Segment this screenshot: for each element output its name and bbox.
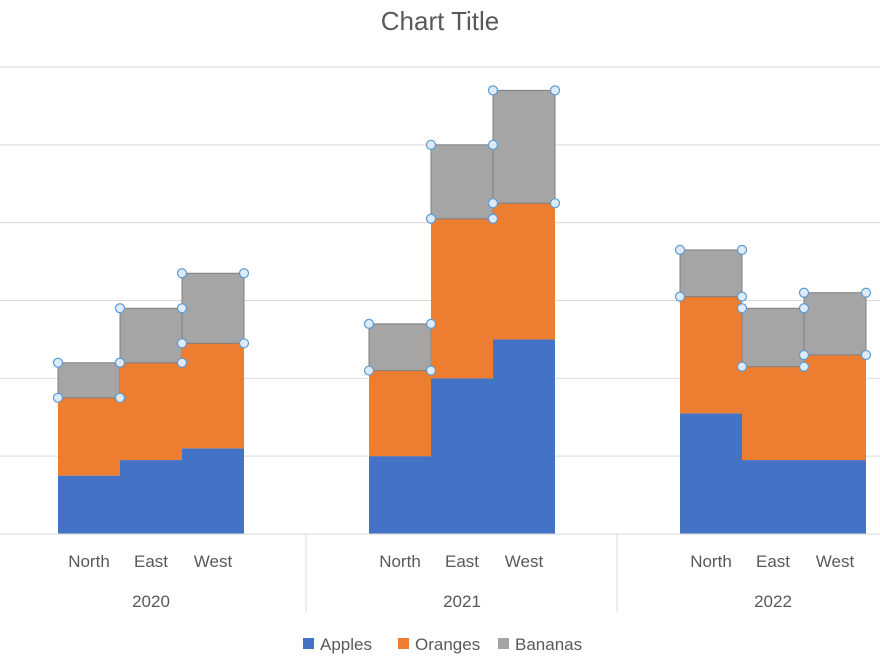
- bar-apples[interactable]: [431, 378, 493, 534]
- bar-oranges[interactable]: [804, 354, 866, 461]
- bar-apples[interactable]: [58, 475, 120, 534]
- bar-oranges[interactable]: [120, 362, 182, 461]
- bar-apples[interactable]: [742, 460, 804, 534]
- selection-handle[interactable]: [798, 303, 810, 314]
- selection-handle[interactable]: [114, 357, 126, 368]
- category-tick-label: West: [194, 552, 233, 571]
- category-tick-label: East: [134, 552, 168, 571]
- bar-apples[interactable]: [369, 456, 431, 534]
- legend-label-oranges: Oranges: [415, 635, 480, 654]
- bar-oranges[interactable]: [742, 366, 804, 461]
- selection-handle[interactable]: [487, 213, 499, 224]
- bar-apples[interactable]: [804, 460, 866, 534]
- bar-apples[interactable]: [493, 339, 555, 534]
- legend-swatch-bananas: [498, 638, 509, 649]
- legend-label-apples: Apples: [320, 635, 372, 654]
- bar-bananas[interactable]: [430, 144, 494, 220]
- category-tick-label: West: [816, 552, 855, 571]
- selection-handle[interactable]: [176, 357, 188, 368]
- bar-bananas[interactable]: [492, 89, 556, 204]
- category-tick-label: North: [690, 552, 732, 571]
- bar-oranges[interactable]: [182, 343, 244, 449]
- bar-bananas[interactable]: [803, 292, 867, 356]
- bar-oranges[interactable]: [680, 296, 742, 414]
- category-tick-label: West: [505, 552, 544, 571]
- selection-handle[interactable]: [425, 139, 437, 150]
- legend-label-bananas: Bananas: [515, 635, 582, 654]
- selection-handle[interactable]: [176, 303, 188, 314]
- selection-handles: [52, 85, 872, 403]
- selection-handle[interactable]: [363, 318, 375, 329]
- category-tick-label: North: [68, 552, 110, 571]
- x-axis: North East West 2020 North East West 2021 North E…: [0, 533, 880, 612]
- category-tick-label: East: [756, 552, 790, 571]
- selection-handle[interactable]: [860, 349, 872, 361]
- selection-handle[interactable]: [114, 303, 126, 314]
- group-tick-label: 2021: [443, 592, 481, 611]
- selection-handle[interactable]: [860, 287, 872, 298]
- group-tick-label: 2022: [754, 592, 792, 611]
- selection-handle[interactable]: [363, 365, 375, 376]
- selection-handle[interactable]: [798, 287, 810, 298]
- selection-handle[interactable]: [52, 357, 64, 368]
- chart-title: Chart Title: [381, 6, 500, 36]
- bars: [57, 89, 867, 534]
- selection-handle[interactable]: [549, 198, 561, 209]
- bar-apples[interactable]: [120, 460, 182, 534]
- selection-handle[interactable]: [674, 291, 686, 302]
- selection-handle[interactable]: [52, 392, 64, 403]
- bar-bananas[interactable]: [181, 272, 245, 344]
- bar-oranges[interactable]: [369, 370, 431, 457]
- legend: Apples Oranges Bananas: [303, 635, 582, 654]
- selection-handle[interactable]: [736, 303, 748, 314]
- legend-swatch-oranges: [398, 638, 409, 649]
- bar-apples[interactable]: [680, 413, 742, 534]
- selection-handle[interactable]: [238, 268, 250, 279]
- selection-handle[interactable]: [736, 244, 748, 256]
- selection-handle[interactable]: [736, 361, 748, 372]
- selection-handle[interactable]: [549, 85, 561, 96]
- bar-bananas[interactable]: [119, 307, 183, 364]
- selection-handle[interactable]: [487, 85, 499, 96]
- category-tick-label: North: [379, 552, 421, 571]
- selection-handle[interactable]: [487, 139, 499, 150]
- bar-bananas[interactable]: [741, 307, 805, 368]
- selection-handle[interactable]: [425, 213, 437, 224]
- selection-handle[interactable]: [798, 349, 810, 361]
- bar-oranges[interactable]: [58, 397, 120, 476]
- bar-bananas[interactable]: [368, 323, 432, 372]
- selection-handle[interactable]: [176, 338, 188, 349]
- selection-handle[interactable]: [487, 198, 499, 209]
- selection-handle[interactable]: [176, 268, 188, 279]
- selection-handle[interactable]: [425, 365, 437, 376]
- bar-oranges[interactable]: [493, 203, 555, 340]
- selection-handle[interactable]: [674, 244, 686, 256]
- bar-oranges[interactable]: [431, 218, 493, 379]
- bar-bananas[interactable]: [679, 249, 743, 298]
- selection-handle[interactable]: [798, 361, 810, 372]
- legend-swatch-apples: [303, 638, 314, 649]
- selection-handle[interactable]: [736, 291, 748, 302]
- selection-handle[interactable]: [238, 338, 250, 349]
- bar-apples[interactable]: [182, 448, 244, 534]
- selection-handle[interactable]: [114, 392, 126, 403]
- category-tick-label: East: [445, 552, 479, 571]
- bar-bananas[interactable]: [57, 362, 121, 399]
- group-tick-label: 2020: [132, 592, 170, 611]
- selection-handle[interactable]: [425, 318, 437, 329]
